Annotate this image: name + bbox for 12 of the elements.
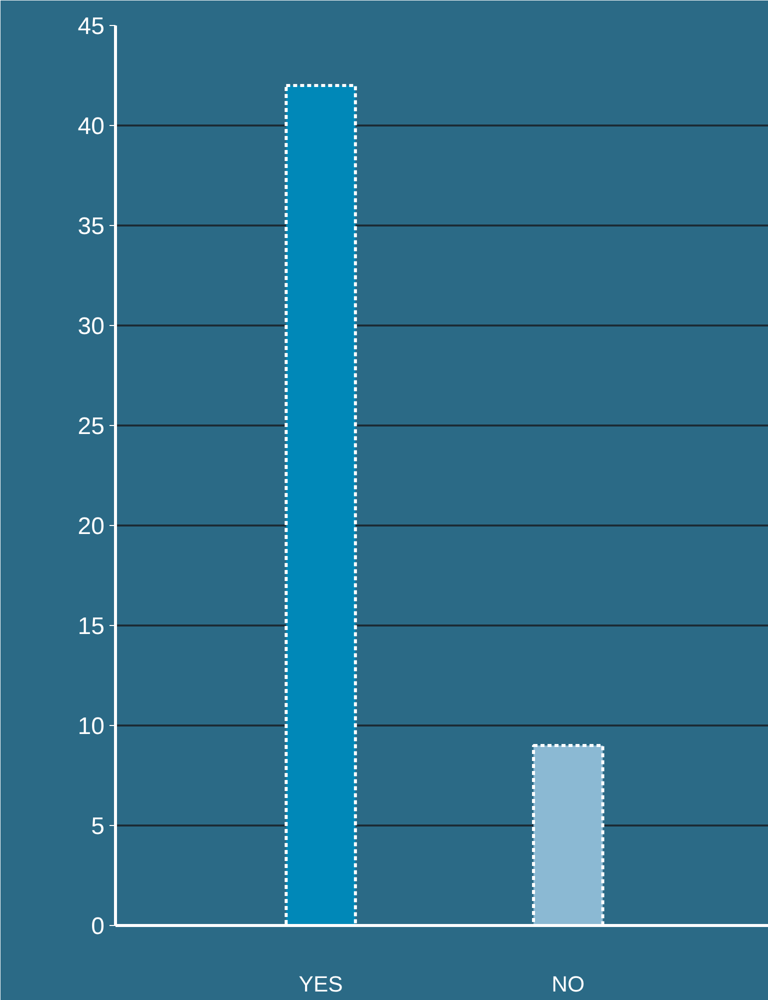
y-tick-label: 45 <box>78 13 105 40</box>
y-tick-label: 40 <box>78 113 105 140</box>
y-tick-label: 5 <box>91 813 105 840</box>
x-tick-label: YES <box>298 972 343 996</box>
y-tick-label: 0 <box>91 913 105 940</box>
y-tick-label: 30 <box>78 313 105 340</box>
y-tick-label: 35 <box>78 213 105 240</box>
y-tick-label: 25 <box>78 413 105 440</box>
y-tick-label: 10 <box>78 713 105 740</box>
y-tick-label: 20 <box>78 513 105 540</box>
x-tick-label: NO <box>552 972 585 996</box>
y-tick-label: 15 <box>78 613 105 640</box>
